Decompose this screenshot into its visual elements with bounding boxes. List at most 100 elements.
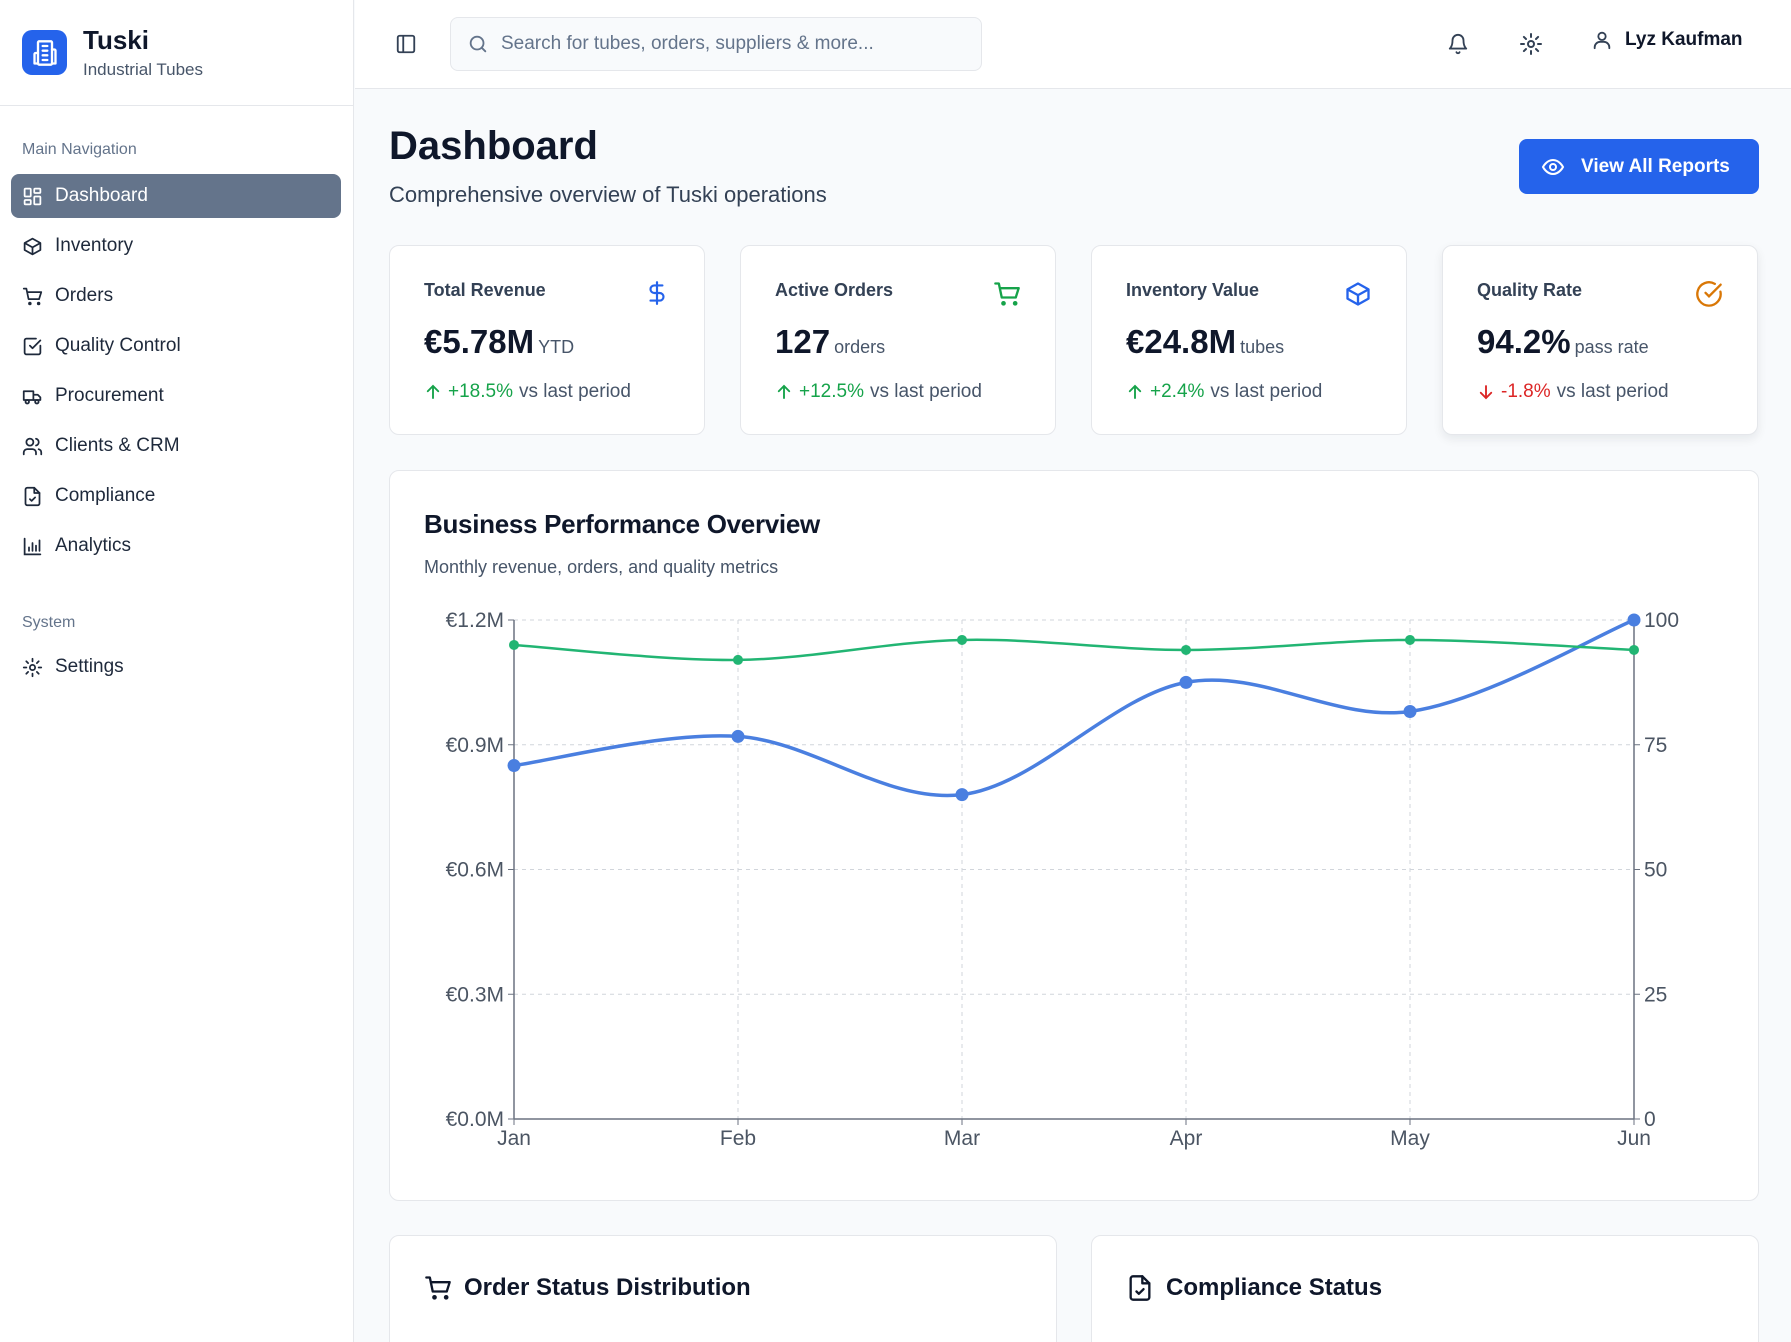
- series-line-1: [513, 618, 1635, 798]
- sidebar: Tuski Industrial Tubes Main Navigation D…: [0, 0, 354, 1342]
- stat-card-active-orders: Active Orders 127 orders +12.5% vs last p…: [740, 245, 1056, 435]
- sidebar-item-procurement[interactable]: Procurement: [11, 374, 341, 418]
- page-title: Dashboard: [389, 124, 598, 168]
- series-point-1: [731, 729, 745, 743]
- brand-subtitle: Industrial Tubes: [83, 60, 204, 79]
- sidebar-item-orders[interactable]: Orders: [11, 274, 341, 318]
- sidebar-item-label: Procurement: [55, 385, 164, 406]
- sidebar-item-label: Settings: [55, 656, 124, 677]
- series-point-1: [955, 788, 969, 802]
- search-box[interactable]: [450, 17, 982, 71]
- sidebar-item-label: Quality Control: [55, 335, 181, 356]
- bell-icon[interactable]: [1447, 32, 1469, 61]
- stat-label: Total Revenue: [424, 280, 546, 300]
- stat-card-inventory-value: Inventory Value €24.8M tubes +2.4% vs las…: [1091, 245, 1407, 435]
- series-point-1: [1627, 613, 1641, 627]
- order-status-title: Order Status Distribution: [464, 1274, 751, 1301]
- building-icon: [22, 30, 67, 75]
- users-icon: [22, 437, 43, 455]
- stat-delta: -1.8%: [1501, 381, 1551, 402]
- sidebar-item-analytics[interactable]: Analytics: [11, 524, 341, 568]
- stat-unit: orders: [834, 337, 886, 357]
- settings-gear-icon[interactable]: [1519, 32, 1543, 61]
- business-performance-card: Business Performance Overview Monthly re…: [389, 470, 1759, 1201]
- sidebar-item-label: Clients & CRM: [55, 435, 180, 456]
- y-left-tick-label: €0.6M: [446, 859, 504, 882]
- file-check-icon: [24, 486, 41, 506]
- stat-delta: +12.5%: [799, 381, 864, 402]
- view-all-reports-label: View All Reports: [1581, 155, 1730, 177]
- eye-icon: [1541, 158, 1565, 175]
- x-tick-label: Apr: [1170, 1127, 1203, 1150]
- y-left-tick-label: €0.3M: [446, 983, 504, 1006]
- x-tick-label: Jun: [1617, 1127, 1651, 1150]
- stat-delta: +2.4%: [1150, 381, 1205, 402]
- sidebar-item-settings[interactable]: Settings: [11, 645, 341, 689]
- stat-label: Quality Rate: [1477, 280, 1583, 300]
- stat-suffix: vs last period: [1556, 381, 1669, 402]
- series-point-2: [1405, 634, 1415, 645]
- stat-card-total-revenue: Total Revenue €5.78M YTD +18.5% vs last p…: [389, 245, 705, 435]
- stat-value: 127: [775, 323, 831, 360]
- arrow-up-icon: [1128, 384, 1142, 399]
- cart-icon: [425, 1276, 451, 1300]
- sidebar-item-label: Compliance: [55, 485, 156, 506]
- stat-unit: YTD: [538, 337, 575, 357]
- sidebar-item-quality-control[interactable]: Quality Control: [11, 324, 341, 368]
- stat-value: €5.78M: [424, 323, 535, 360]
- stat-unit: pass rate: [1574, 337, 1649, 357]
- page-subtitle: Comprehensive overview of Tuski operatio…: [389, 182, 827, 207]
- arrow-down-icon: [1479, 385, 1493, 400]
- truck-icon: [22, 389, 42, 404]
- series-point-2: [1629, 644, 1639, 655]
- file-check-icon: [1129, 1275, 1151, 1301]
- stat-label: Active Orders: [775, 280, 894, 300]
- series-point-1: [507, 759, 521, 773]
- performance-line-chart: €0.0M 0 €0.3M 25 €0.6M 50 €0.9M 75 €1.2M 100 Jan Fe…: [446, 609, 1679, 1150]
- y-left-tick-label: €1.2M: [446, 609, 504, 632]
- package-icon: [23, 237, 42, 255]
- x-tick-label: May: [1390, 1127, 1430, 1150]
- sidebar-item-clients-crm[interactable]: Clients & CRM: [11, 424, 341, 468]
- sidebar-item-dashboard[interactable]: Dashboard: [11, 174, 341, 218]
- check-circle-icon: [1695, 280, 1723, 313]
- y-right-tick-label: 100: [1644, 609, 1679, 632]
- nav-section-system: System: [22, 614, 76, 631]
- arrow-up-icon: [426, 384, 440, 399]
- y-right-tick-label: 0: [1644, 1108, 1656, 1131]
- y-right-tick-label: 25: [1644, 983, 1667, 1006]
- y-right-tick-label: 75: [1644, 734, 1667, 757]
- nav-section-main: Main Navigation: [22, 141, 137, 158]
- view-all-reports-button[interactable]: View All Reports: [1519, 139, 1759, 194]
- series-point-1: [1179, 675, 1193, 689]
- top-header: Lyz Kaufman: [355, 0, 1791, 89]
- sidebar-item-label: Inventory: [55, 235, 134, 256]
- bar-chart-icon: [23, 537, 42, 555]
- x-tick-label: Feb: [720, 1127, 756, 1150]
- arrow-up-icon: [777, 384, 791, 399]
- package-icon: [1344, 280, 1372, 313]
- stat-suffix: vs last period: [869, 381, 982, 402]
- stat-label: Inventory Value: [1126, 280, 1260, 300]
- series-point-2: [733, 654, 743, 665]
- series-point-2: [509, 639, 519, 650]
- series-point-2: [957, 634, 967, 645]
- search-icon: [469, 35, 487, 53]
- search-input[interactable]: [501, 33, 961, 55]
- user-menu[interactable]: Lyz Kaufman: [1591, 29, 1743, 51]
- series-line-2: [513, 638, 1635, 662]
- y-left-tick-label: €0.9M: [446, 734, 504, 757]
- sidebar-item-compliance[interactable]: Compliance: [11, 474, 341, 518]
- brand: Tuski Industrial Tubes: [0, 0, 353, 106]
- chart-title: Business Performance Overview: [424, 509, 820, 539]
- cart-icon: [993, 280, 1021, 313]
- grid-icon: [23, 187, 42, 205]
- cart-icon: [22, 287, 43, 305]
- sidebar-toggle-icon[interactable]: [395, 33, 417, 60]
- y-right-tick-label: 50: [1644, 859, 1667, 882]
- sidebar-item-inventory[interactable]: Inventory: [11, 224, 341, 268]
- sidebar-item-label: Analytics: [55, 535, 132, 556]
- stat-delta: +18.5%: [448, 381, 513, 402]
- stat-card-quality-rate: Quality Rate 94.2% pass rate -1.8% vs las…: [1442, 245, 1758, 435]
- sidebar-item-label: Dashboard: [55, 185, 148, 206]
